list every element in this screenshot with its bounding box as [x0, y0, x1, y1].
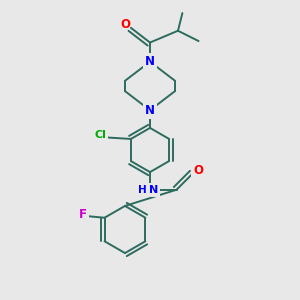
Text: O: O — [193, 164, 203, 177]
Text: N: N — [145, 104, 155, 117]
Text: H: H — [138, 185, 147, 195]
Text: F: F — [79, 208, 86, 221]
Text: N: N — [145, 55, 155, 68]
Text: N: N — [149, 185, 158, 195]
Text: Cl: Cl — [94, 130, 106, 140]
Text: O: O — [121, 18, 130, 31]
